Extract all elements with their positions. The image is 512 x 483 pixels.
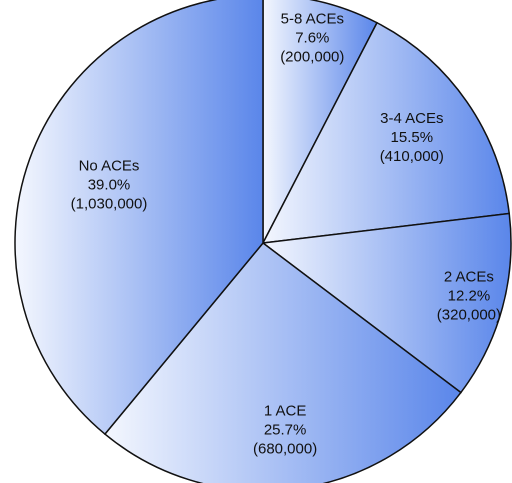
pie-slice-no-aces <box>14 0 264 436</box>
slice-name-label: 2 ACEs <box>444 269 494 286</box>
slice-percent-label: 15.5% <box>391 129 434 146</box>
slice-name-label: 5-8 ACEs <box>281 11 344 28</box>
slice-label: 2 ACEs 12.2% (320,000) <box>437 269 501 324</box>
slice-percent-label: 7.6% <box>295 30 329 47</box>
slice-label: 5-8 ACEs 7.6% (200,000) <box>280 11 344 66</box>
slice-percent-label: 39.0% <box>88 177 131 194</box>
slice-percent-label: 12.2% <box>448 288 491 305</box>
slice-label: 3-4 ACEs 15.5% (410,000) <box>380 110 444 165</box>
slice-count-label: (1,030,000) <box>71 196 148 213</box>
slice-name-label: No ACEs <box>79 158 140 175</box>
slice-label: No ACEs 39.0% (1,030,000) <box>71 158 148 213</box>
slice-name-label: 1 ACE <box>264 403 307 420</box>
slice-label: 1 ACE 25.7% (680,000) <box>253 403 317 458</box>
pie-slices <box>14 0 512 483</box>
pie-slice-3-4-aces <box>261 21 511 244</box>
slice-count-label: (410,000) <box>380 148 444 165</box>
pie-slice-1-ace <box>103 241 462 483</box>
slice-name-label: 3-4 ACEs <box>380 110 443 127</box>
slice-count-label: (200,000) <box>280 49 344 66</box>
pie-slice-5-8-aces <box>262 0 378 244</box>
pie-slice-2-aces <box>261 212 512 394</box>
slice-count-label: (320,000) <box>437 307 501 324</box>
pie-labels: 5-8 ACEs 7.6% (200,000) 3-4 ACEs 15.5% (410,0… <box>71 11 501 458</box>
slice-count-label: (680,000) <box>253 441 317 458</box>
slice-percent-label: 25.7% <box>264 422 307 439</box>
